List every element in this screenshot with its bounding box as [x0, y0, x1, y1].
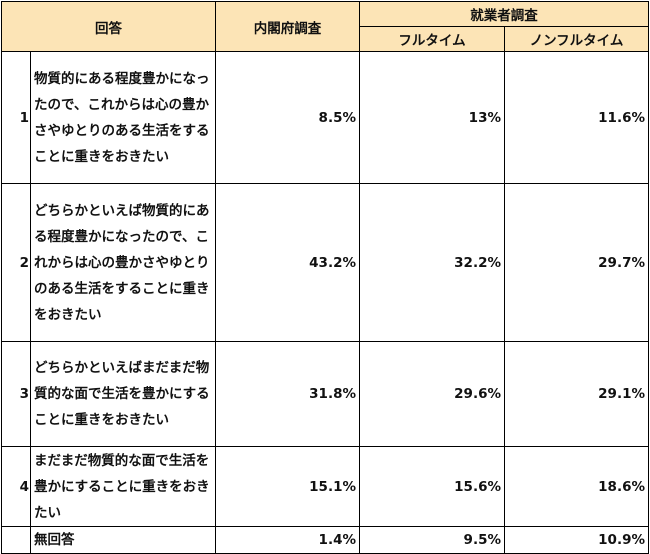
row-index: 1 [1, 51, 31, 184]
table-row: 2 どちらかといえば物質的にある程度豊かになったので、これからは心の豊かさやゆと… [1, 183, 649, 342]
row-cabinet-value: 8.5% [215, 51, 360, 184]
row-non-full-time-value: 29.7% [504, 183, 649, 342]
row-answer: どちらかといえばまだまだ物質的な面で生活を豊かにすることに重きをおきたい [30, 341, 216, 447]
row-non-full-time-value: 11.6% [504, 51, 649, 184]
table-row: 4 まだまだ物質的な面で生活を豊かにすることに重きをおきたい 15.1% 15.… [1, 446, 649, 527]
row-answer: まだまだ物質的な面で生活を豊かにすることに重きをおきたい [30, 446, 216, 527]
header-row-2: フルタイム ノンフルタイム [2, 26, 649, 52]
row-answer: どちらかといえば物質的にある程度豊かになったので、これからは心の豊かさやゆとりの… [30, 183, 216, 342]
row-index: 2 [1, 183, 31, 342]
row-full-time-value: 13% [359, 51, 505, 184]
row-full-time-value: 29.6% [359, 341, 505, 447]
row-cabinet-value: 31.8% [215, 341, 360, 447]
row-non-full-time-value: 29.1% [504, 341, 649, 447]
row-cabinet-value: 15.1% [215, 446, 360, 527]
row-answer: 無回答 [30, 526, 216, 554]
row-non-full-time-value: 18.6% [504, 446, 649, 527]
table-row: 1 物質的にある程度豊かになったので、これからは心の豊かさやゆとりのある生活をす… [1, 51, 649, 184]
header-answer: 回答 [1, 1, 216, 52]
table-row: 無回答 1.4% 9.5% 10.9% [1, 526, 649, 554]
row-answer: 物質的にある程度豊かになったので、これからは心の豊かさやゆとりのある生活をするこ… [30, 51, 216, 184]
row-cabinet-value: 1.4% [215, 526, 360, 554]
row-cabinet-value: 43.2% [215, 183, 360, 342]
row-index: 4 [1, 446, 31, 527]
header-non-full-time: ノンフルタイム [504, 26, 649, 52]
header-full-time: フルタイム [359, 26, 505, 52]
header-row-1: 回答 内閣府調査 就業者調査 [1, 1, 649, 52]
row-full-time-value: 15.6% [359, 446, 505, 527]
row-index: 3 [1, 341, 31, 447]
table-row: 3 どちらかといえばまだまだ物質的な面で生活を豊かにすることに重きをおきたい 3… [1, 341, 649, 447]
row-index [1, 526, 31, 554]
row-non-full-time-value: 10.9% [504, 526, 649, 554]
row-full-time-value: 9.5% [359, 526, 505, 554]
header-cabinet-survey: 内閣府調査 [215, 1, 360, 52]
row-full-time-value: 32.2% [359, 183, 505, 342]
header-worker-survey: 就業者調査 [359, 1, 649, 27]
